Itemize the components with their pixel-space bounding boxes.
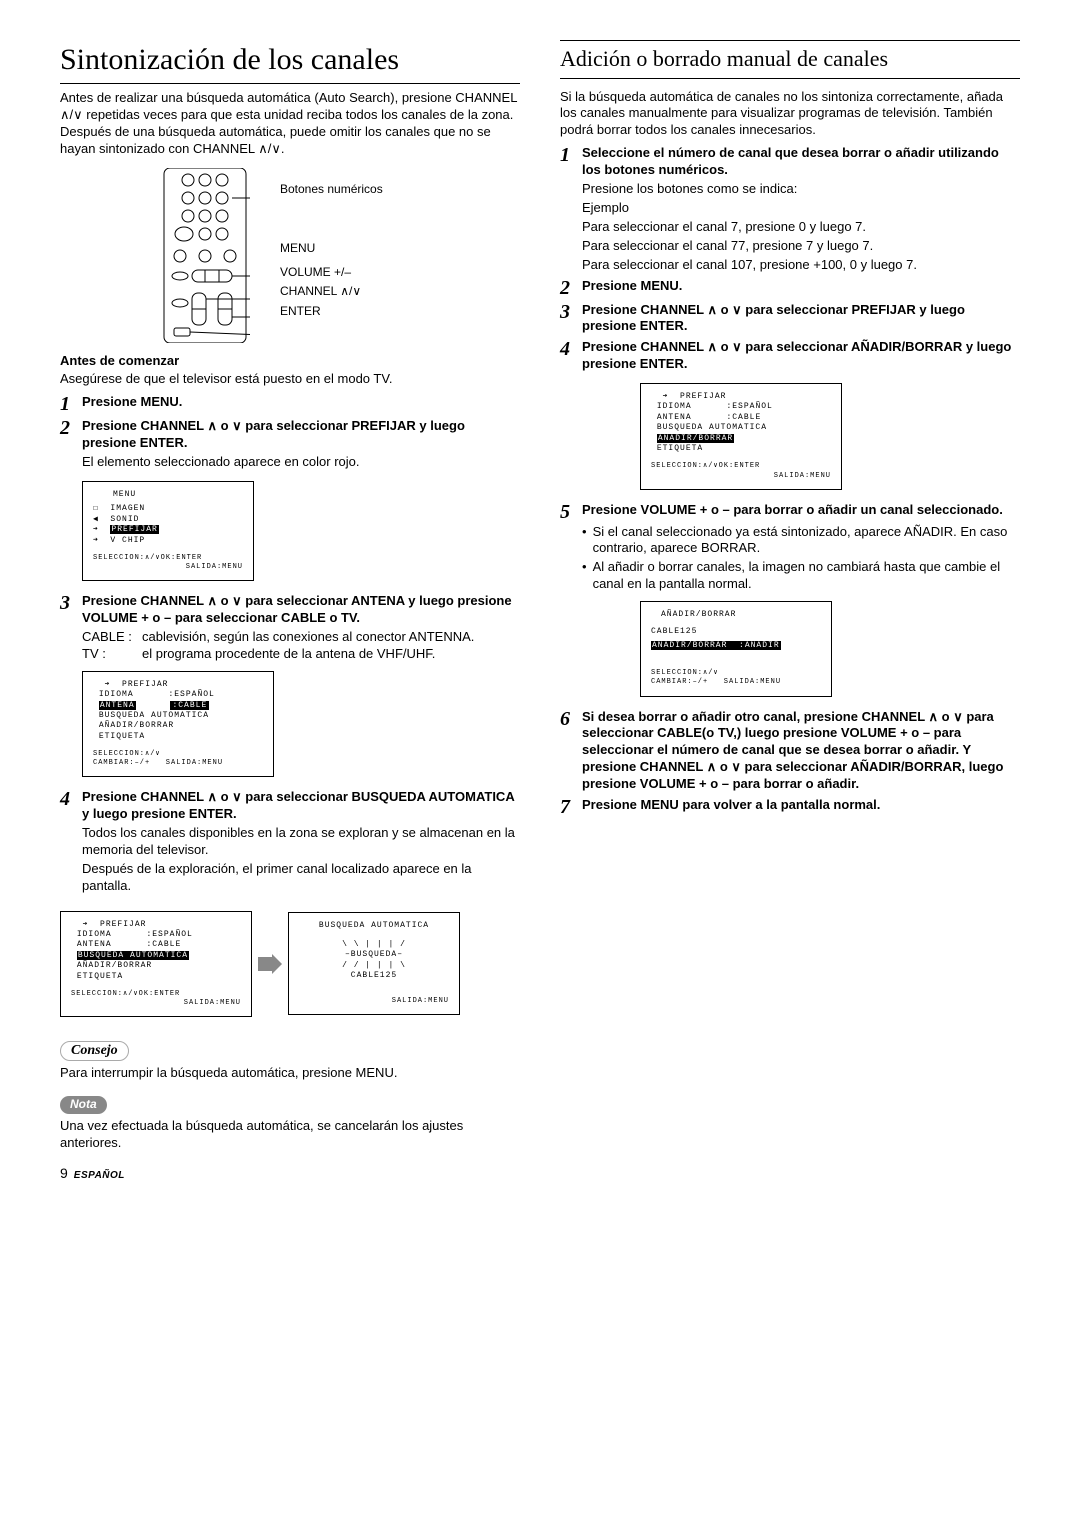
page-title: Sintonización de los canales	[60, 40, 520, 84]
screen-prefijar-antena: ➔ PREFIJAR IDIOMA :ESPAÑOL ANTENA :CABLE…	[82, 671, 274, 778]
screen-menu: MENU ☐ IMAGEN ◀ SONID ➔ PREFIJAR ➜ V CHI…	[82, 481, 254, 581]
left-step2-sub: El elemento seleccionado aparece en colo…	[82, 454, 520, 471]
left-step4-sub2: Después de la exploración, el primer can…	[82, 861, 520, 895]
screen-anadir: AÑADIR/BORRAR CABLE125 AÑADIR/BORRAR :AÑ…	[640, 601, 832, 696]
remote-label-menu: MENU	[280, 241, 383, 257]
right-step7: Presione MENU para volver a la pantalla …	[582, 797, 880, 812]
note-label: Nota	[60, 1096, 107, 1114]
left-step4-lead: Presione CHANNEL ∧ o ∨ para seleccionar …	[82, 789, 514, 821]
left-step1: Presione MENU.	[82, 394, 182, 409]
note-text: Una vez efectuada la búsqueda automática…	[60, 1118, 520, 1152]
right-step1-sub4: Para seleccionar el canal 77, presione 7…	[582, 238, 1020, 255]
right-step1-sub1: Presione los botones como se indica:	[582, 181, 1020, 198]
right-step1-sub3: Para seleccionar el canal 7, presione 0 …	[582, 219, 1020, 236]
right-step1-sub2: Ejemplo	[582, 200, 1020, 217]
page-footer: 9ESPAÑOL	[60, 1164, 520, 1183]
right-step1-lead: Seleccione el número de canal que desea …	[582, 145, 999, 177]
left-step2-lead: Presione CHANNEL ∧ o ∨ para seleccionar …	[82, 418, 465, 450]
intro-text-right: Si la búsqueda automática de canales no …	[560, 89, 1020, 140]
right-step5-b1: Si el canal seleccionado ya está sintoni…	[593, 524, 1020, 558]
intro-text-left: Antes de realizar una búsqueda automátic…	[60, 90, 520, 158]
right-step5-b2: Al añadir o borrar canales, la imagen no…	[593, 559, 1020, 593]
right-step3: Presione CHANNEL ∧ o ∨ para seleccionar …	[582, 302, 965, 334]
remote-label-enter: ENTER	[280, 304, 383, 320]
before-heading: Antes de comenzar	[60, 353, 520, 370]
right-step2: Presione MENU.	[582, 278, 682, 293]
section-title-right: Adición o borrado manual de canales	[560, 40, 1020, 79]
remote-diagram: Botones numéricos MENU VOLUME +/– CHANNE…	[160, 168, 520, 343]
right-step1-sub5: Para seleccionar el canal 107, presione …	[582, 257, 1020, 274]
remote-svg	[160, 168, 250, 343]
right-step5-lead: Presione VOLUME + o – para borrar o añad…	[582, 502, 1003, 517]
right-step4: Presione CHANNEL ∧ o ∨ para seleccionar …	[582, 339, 1011, 371]
remote-label-numeric: Botones numéricos	[280, 182, 383, 198]
tip-label: Consejo	[60, 1041, 129, 1061]
before-text: Asegúrese de que el televisor está puest…	[60, 371, 520, 388]
arrow-right-icon	[258, 954, 282, 974]
remote-label-volume: VOLUME +/–	[280, 265, 383, 281]
left-step3-lead: Presione CHANNEL ∧ o ∨ para seleccionar …	[82, 593, 512, 625]
remote-label-channel: CHANNEL ∧/∨	[280, 284, 383, 300]
screen-prefijar-anadir: ➔ PREFIJAR IDIOMA :ESPAÑOL ANTENA :CABLE…	[640, 383, 842, 490]
right-step6: Si desea borrar o añadir otro canal, pre…	[582, 709, 1003, 792]
def-tv: el programa procedente de la antena de V…	[142, 646, 435, 663]
left-step4-sub1: Todos los canales disponibles en la zona…	[82, 825, 520, 859]
tip-text: Para interrumpir la búsqueda automática,…	[60, 1065, 520, 1082]
def-cable: cablevisión, según las conexiones al con…	[142, 629, 474, 646]
screen-busqueda-run: BUSQUEDA AUTOMATICA \ \ | | | / –BUSQUED…	[288, 912, 460, 1015]
screen-prefijar-busqueda: ➔ PREFIJAR IDIOMA :ESPAÑOL ANTENA :CABLE…	[60, 911, 252, 1018]
